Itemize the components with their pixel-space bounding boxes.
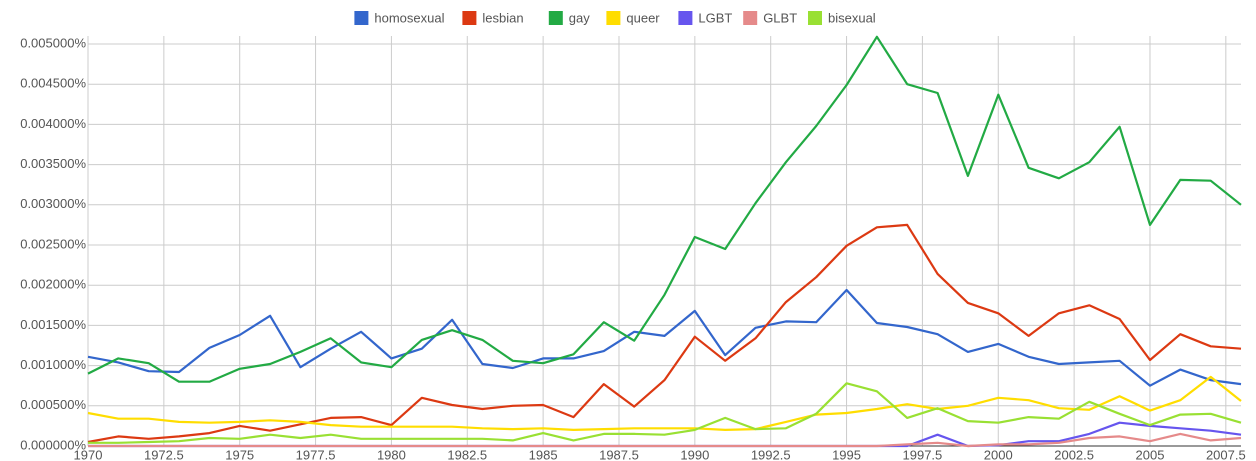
line-series	[87, 35, 1242, 383]
y-tick-label: 0.000500%	[20, 397, 86, 412]
legend-swatch	[743, 11, 758, 25]
x-tick-label: 1995	[832, 447, 861, 461]
y-tick-label: 0.002500%	[20, 236, 86, 251]
line-series	[87, 375, 1242, 431]
x-tick-label: 1992.5	[751, 447, 791, 461]
x-tick-label: 2002.5	[1054, 447, 1094, 461]
legend-label: gay	[569, 10, 590, 25]
x-tick-label: 1997.5	[903, 447, 943, 461]
line-series	[87, 288, 1242, 387]
legend-swatch	[354, 11, 369, 25]
x-tick-label: 1970	[74, 447, 103, 461]
legend-swatch	[548, 11, 563, 25]
x-tick-label: 1972.5	[144, 447, 184, 461]
x-tick-label: 1990	[680, 447, 709, 461]
x-tick-label: 1977.5	[296, 447, 336, 461]
legend-swatch	[462, 11, 477, 25]
legend-label: queer	[626, 10, 660, 25]
line-series	[87, 223, 1242, 444]
y-tick-label: 0.003500%	[20, 156, 86, 171]
legend-label: bisexual	[828, 10, 876, 25]
y-tick-label: 0.005000%	[20, 35, 86, 50]
legend-swatch	[808, 11, 822, 25]
y-tick-label: 0.000000%	[20, 437, 86, 452]
x-tick-label: 2000	[984, 447, 1013, 461]
legend-swatch	[606, 11, 621, 25]
x-tick-label: 1975	[225, 447, 254, 461]
y-tick-label: 0.001000%	[20, 357, 86, 372]
legend-label: lesbian	[482, 10, 523, 25]
y-tick-label: 0.002000%	[20, 277, 86, 292]
y-tick-label: 0.001500%	[20, 317, 86, 332]
x-tick-label: 1982.5	[447, 447, 487, 461]
legend-label: LGBT	[698, 10, 732, 25]
x-tick-label: 1987.5	[599, 447, 639, 461]
legend-swatch	[678, 11, 693, 25]
y-tick-label: 0.004500%	[20, 76, 86, 91]
x-tick-label: 2005	[1136, 447, 1165, 461]
y-tick-label: 0.004000%	[20, 116, 86, 131]
x-tick-label: 1985	[529, 447, 558, 461]
line-series	[88, 382, 1242, 444]
line-series	[88, 432, 1242, 448]
legend-label: homosexual	[374, 10, 444, 25]
y-tick-label: 0.003000%	[20, 196, 86, 211]
x-tick-label: 2007.5	[1206, 447, 1246, 461]
x-tick-label: 1980	[377, 447, 406, 461]
legend-label: GLBT	[763, 10, 797, 25]
